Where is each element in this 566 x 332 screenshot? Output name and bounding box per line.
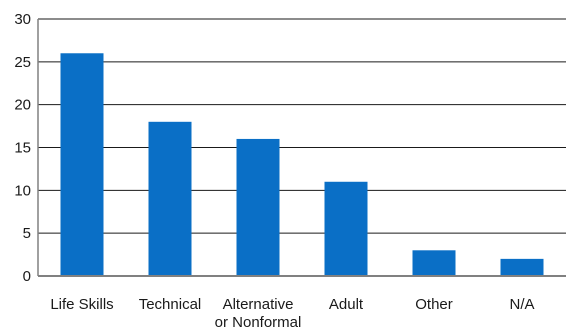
x-category-label: Life Skills: [50, 296, 113, 313]
x-category-label-line: Life Skills: [50, 296, 113, 313]
y-tick-label: 0: [23, 268, 31, 285]
x-category-label-line: Other: [415, 296, 453, 313]
axes: [37, 19, 566, 277]
y-tick-label: 25: [14, 54, 31, 71]
bar-technical: [148, 121, 192, 276]
y-tick-label: 15: [14, 140, 31, 157]
x-category-label-line: Alternative: [223, 296, 294, 313]
x-category-label: Other: [415, 296, 453, 313]
y-tick-label: 5: [23, 225, 31, 242]
bar-life-skills: [60, 53, 104, 277]
x-category-label: N/A: [509, 296, 534, 313]
x-category-label: Adult: [329, 296, 364, 313]
bar-adult: [324, 181, 368, 276]
x-category-label-line: N/A: [509, 296, 534, 313]
y-tick-label: 10: [14, 182, 31, 199]
x-category-label-line: Adult: [329, 296, 364, 313]
x-category-label: Alternative or Nonformal: [215, 296, 302, 331]
bars: [60, 53, 544, 277]
x-category-label-line: or Nonformal: [215, 314, 302, 331]
x-category-labels: Life Skills Technical Alternative or Nonfor…: [50, 296, 534, 331]
bar-alternative-or-nonformal: [236, 138, 280, 276]
gridlines: [38, 18, 566, 234]
x-category-label-line: Technical: [139, 296, 202, 313]
y-tick-label: 30: [14, 11, 31, 28]
x-category-label: Technical: [139, 296, 202, 313]
y-tick-label: 20: [14, 97, 31, 114]
y-tick-labels: 0 5 10 15 20 25 30: [14, 11, 31, 285]
bar-other: [412, 250, 456, 276]
bar-n-a: [500, 258, 544, 276]
